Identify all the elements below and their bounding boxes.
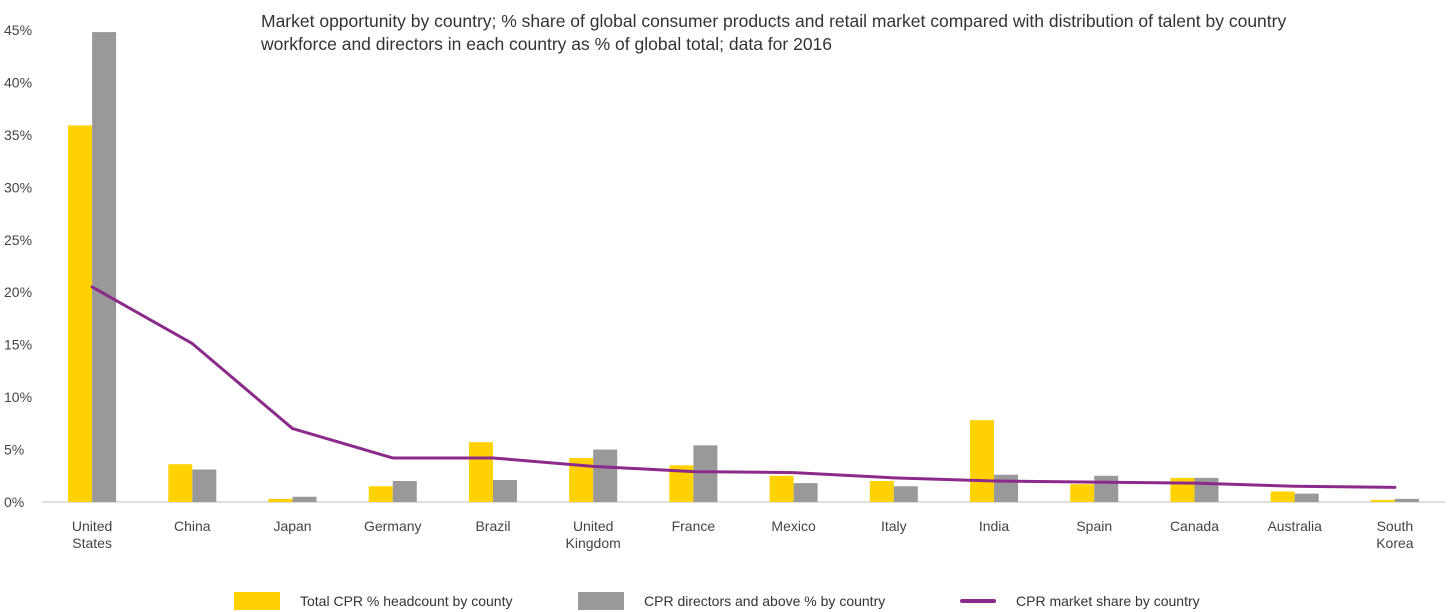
legend-line-market-share bbox=[960, 599, 996, 603]
chart-title: Market opportunity by country; % share o… bbox=[261, 11, 1287, 54]
legend-swatch-headcount bbox=[234, 592, 280, 610]
bar-directors bbox=[1294, 493, 1319, 502]
bar-headcount bbox=[168, 464, 193, 502]
bar-directors bbox=[92, 32, 117, 502]
x-tick-label: Germany bbox=[364, 518, 422, 534]
bar-headcount bbox=[368, 486, 393, 502]
bar-directors bbox=[492, 479, 517, 502]
bar-headcount bbox=[468, 442, 493, 502]
y-tick-label: 0% bbox=[4, 494, 24, 510]
y-tick-label: 10% bbox=[4, 389, 32, 405]
bar-directors bbox=[392, 481, 417, 502]
legend-item-directors: CPR directors and above % by country bbox=[578, 590, 885, 612]
bar-directors bbox=[793, 483, 818, 502]
y-tick-label: 25% bbox=[4, 232, 32, 248]
y-tick-label: 45% bbox=[4, 22, 32, 38]
bar-directors bbox=[593, 449, 618, 502]
x-tick-label: Australia bbox=[1267, 518, 1322, 534]
y-tick-label: 15% bbox=[4, 337, 32, 353]
bar-directors bbox=[893, 486, 918, 502]
legend-item-headcount: Total CPR % headcount by county bbox=[234, 590, 512, 612]
bar-headcount bbox=[268, 498, 293, 502]
x-tick-label: Spain bbox=[1076, 518, 1112, 534]
y-tick-label: 5% bbox=[4, 442, 24, 458]
legend-label-headcount: Total CPR % headcount by county bbox=[300, 593, 513, 609]
bar-headcount bbox=[1370, 499, 1395, 502]
x-tick-label: Canada bbox=[1170, 518, 1219, 534]
bar-headcount bbox=[869, 481, 894, 502]
bar-directors bbox=[192, 469, 217, 502]
legend-label-directors: CPR directors and above % by country bbox=[644, 593, 886, 609]
x-tick-label: Italy bbox=[881, 518, 907, 534]
y-tick-label: 35% bbox=[4, 127, 32, 143]
x-tick-label: Mexico bbox=[771, 518, 816, 534]
market-share-line bbox=[90, 285, 1397, 489]
x-tick-label: United Kingdom bbox=[566, 518, 621, 551]
bar-headcount bbox=[970, 420, 995, 502]
x-tick-label: Brazil bbox=[475, 518, 510, 534]
bar-directors bbox=[1194, 477, 1219, 502]
x-tick-label: India bbox=[979, 518, 1010, 534]
bar-headcount bbox=[769, 475, 794, 502]
chart-legend: Total CPR % headcount by county CPR dire… bbox=[0, 590, 1452, 612]
market-opportunity-chart: 0% 5% 10% 15% 20% 25% 30% 35% 40% 45% United States… bbox=[4, 22, 1445, 551]
x-tick-label: Japan bbox=[273, 518, 311, 534]
y-tick-label: 40% bbox=[4, 74, 32, 90]
bar-headcount bbox=[1270, 491, 1295, 502]
bar-directors bbox=[994, 474, 1019, 502]
bar-headcount bbox=[68, 125, 93, 503]
y-tick-label: 20% bbox=[4, 284, 32, 300]
bar-directors bbox=[292, 496, 317, 502]
x-tick-label: France bbox=[672, 518, 716, 534]
bar-directors bbox=[693, 445, 718, 502]
bar-directors bbox=[1394, 498, 1419, 502]
y-tick-label: 30% bbox=[4, 179, 32, 195]
legend-swatch-directors bbox=[578, 592, 624, 610]
x-tick-label: South Korea bbox=[1376, 518, 1414, 551]
x-tick-label: China bbox=[174, 518, 211, 534]
legend-item-market-share: CPR market share by country bbox=[960, 590, 1200, 612]
bar-directors bbox=[1094, 475, 1119, 502]
bar-headcount bbox=[1070, 484, 1095, 502]
legend-label-market-share: CPR market share by country bbox=[1016, 593, 1200, 609]
x-tick-label: United States bbox=[72, 518, 112, 551]
